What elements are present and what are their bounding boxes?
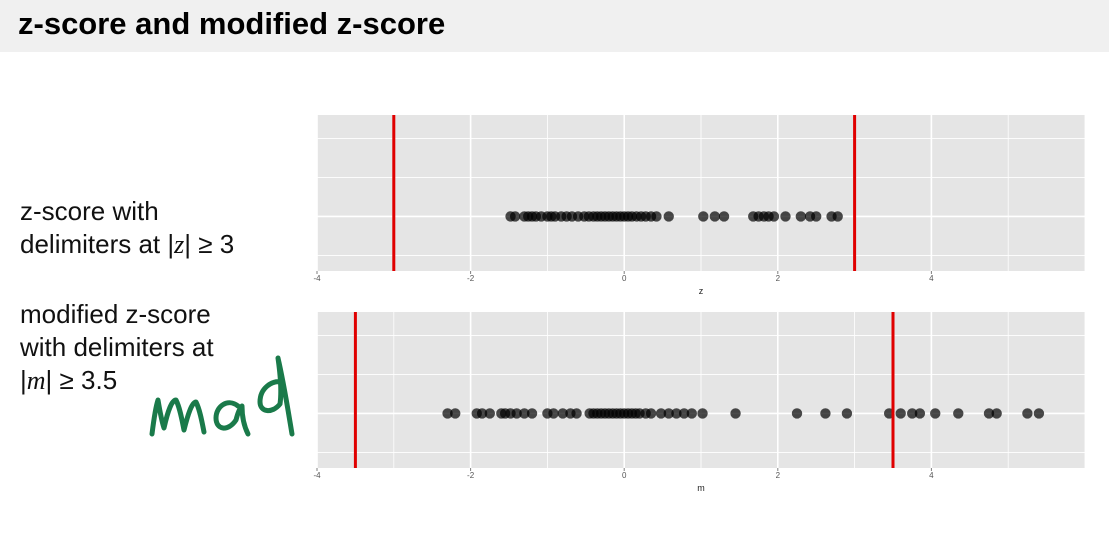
modified-caption: modified z-score with delimiters at |m| … bbox=[20, 298, 214, 397]
m-point-13 bbox=[557, 408, 568, 419]
z-point-46 bbox=[832, 211, 843, 222]
m-tick-label-4: 4 bbox=[929, 471, 934, 480]
z-point-35 bbox=[718, 211, 730, 222]
z-point-42 bbox=[795, 211, 807, 222]
m-point-32 bbox=[655, 408, 667, 419]
m-tick-label-1: -2 bbox=[467, 471, 475, 480]
m-point-47 bbox=[953, 408, 964, 419]
m-point-15 bbox=[571, 408, 582, 419]
zscore-strip-plot: -4 -2 0 2 4 z bbox=[313, 115, 1086, 296]
m-point-37 bbox=[697, 408, 708, 419]
handwritten-mad-text: mad bbox=[140, 350, 142, 351]
modified-caption-line2: with delimiters at bbox=[20, 332, 214, 362]
m-tick-label-0: -4 bbox=[313, 471, 321, 480]
m-point-36 bbox=[686, 408, 697, 419]
z-tick-label-2: 0 bbox=[622, 274, 627, 283]
m-point-51 bbox=[1033, 408, 1045, 419]
m-point-34 bbox=[671, 408, 682, 419]
modified-caption-var: m bbox=[26, 366, 46, 395]
z-tick-label-0: -4 bbox=[313, 274, 321, 283]
z-point-32 bbox=[663, 211, 674, 222]
m-point-1 bbox=[450, 408, 461, 419]
modified-caption-line3-pre: | bbox=[20, 365, 27, 395]
m-point-9 bbox=[519, 408, 530, 419]
modified-caption-line3-post: | ≥ 3.5 bbox=[45, 365, 118, 395]
m-point-41 bbox=[841, 408, 853, 419]
m-point-43 bbox=[895, 408, 906, 419]
modified-caption-line3: |m| ≥ 3.5 bbox=[20, 364, 214, 397]
modified-caption-line1: modified z-score bbox=[20, 299, 211, 329]
m-xlabel: m bbox=[697, 483, 705, 493]
m-point-48 bbox=[983, 408, 995, 419]
handwritten-mad-annotation: mad bbox=[140, 350, 295, 437]
z-xlabel: z bbox=[699, 286, 704, 296]
m-point-3 bbox=[476, 408, 488, 419]
z-tick-label-4: 4 bbox=[929, 274, 934, 283]
zscore-caption-var: z bbox=[174, 230, 185, 259]
slide-title: z-score and modified z-score bbox=[18, 6, 446, 41]
zscore-caption-line2-pre: delimiters at | bbox=[20, 229, 175, 259]
z-point-33 bbox=[698, 211, 709, 222]
z-point-34 bbox=[709, 211, 721, 222]
z-point-41 bbox=[780, 211, 791, 222]
m-point-4 bbox=[484, 408, 495, 419]
m-point-50 bbox=[1022, 408, 1033, 419]
z-tick-label-3: 2 bbox=[776, 274, 781, 283]
z-point-1 bbox=[509, 211, 521, 222]
m-point-39 bbox=[791, 408, 803, 419]
z-tick-label-1: -2 bbox=[467, 274, 475, 283]
zscore-caption-line2: delimiters at |z| ≥ 3 bbox=[20, 228, 234, 261]
m-point-35 bbox=[678, 408, 690, 419]
m-point-0 bbox=[442, 408, 453, 419]
m-point-45 bbox=[914, 408, 926, 419]
m-point-38 bbox=[730, 408, 741, 419]
z-point-31 bbox=[651, 211, 662, 222]
m-tick-label-3: 2 bbox=[776, 471, 781, 480]
m-point-8 bbox=[511, 408, 522, 419]
m-point-49 bbox=[991, 408, 1002, 419]
m-point-33 bbox=[663, 408, 674, 419]
m-point-31 bbox=[645, 408, 657, 419]
m-tick-label-2: 0 bbox=[622, 471, 627, 480]
m-point-10 bbox=[526, 408, 538, 419]
z-point-44 bbox=[811, 211, 822, 222]
modified-zscore-strip-plot: -4 -2 0 2 4 m bbox=[313, 312, 1086, 493]
zscore-caption-line1: z-score with bbox=[20, 196, 159, 226]
m-point-44 bbox=[907, 408, 918, 419]
m-point-46 bbox=[930, 408, 941, 419]
zscore-caption-line2-post: | ≥ 3 bbox=[184, 229, 235, 259]
title-bar: z-score and modified z-score bbox=[0, 0, 1109, 52]
m-point-12 bbox=[548, 408, 559, 419]
zscore-caption: z-score with delimiters at |z| ≥ 3 bbox=[20, 195, 234, 261]
z-point-40 bbox=[768, 211, 780, 222]
m-point-40 bbox=[820, 408, 831, 419]
